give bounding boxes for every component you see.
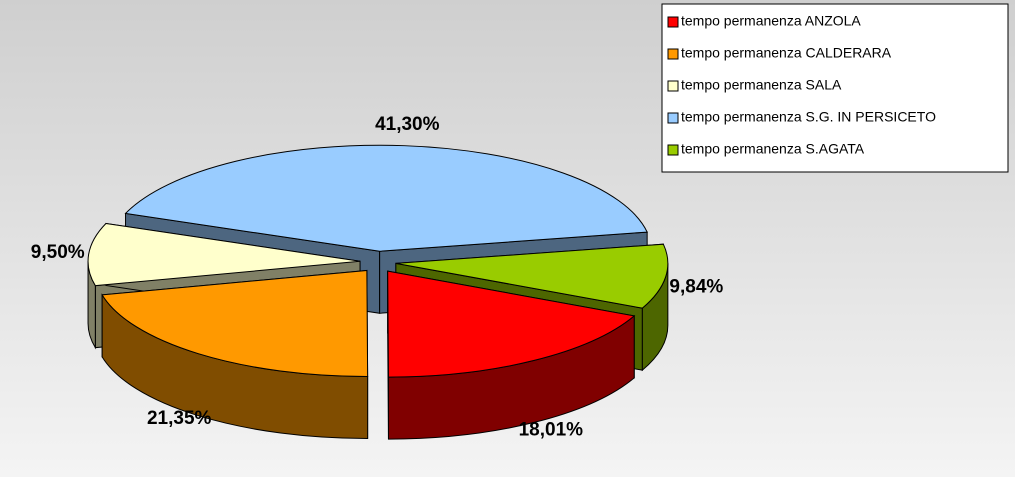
slice-top — [387, 270, 636, 378]
legend-swatch — [667, 48, 679, 60]
slice — [101, 269, 369, 439]
slice-top — [395, 243, 669, 309]
data-label: 18,01% — [519, 419, 584, 440]
data-label: 41,30% — [375, 114, 440, 135]
legend-label: tempo permanenza ANZOLA — [681, 13, 861, 29]
slice-top — [101, 269, 369, 377]
legend-label: tempo permanenza SALA — [681, 77, 842, 93]
legend-box — [661, 3, 1009, 173]
legend-label: tempo permanenza S.G. IN PERSICETO — [681, 109, 936, 125]
slice — [387, 270, 636, 440]
data-label: 9,84% — [669, 276, 723, 297]
slice-top — [124, 144, 648, 252]
legend-swatch — [667, 16, 679, 28]
legend-swatch — [667, 80, 679, 92]
slice-top — [87, 222, 361, 287]
data-label: 21,35% — [147, 408, 212, 429]
data-label: 9,50% — [31, 242, 85, 263]
legend-swatch — [667, 144, 679, 156]
legend-label: tempo permanenza CALDERARA — [681, 45, 892, 61]
legend-label: tempo permanenza S.AGATA — [681, 141, 865, 157]
legend-swatch — [667, 112, 679, 124]
